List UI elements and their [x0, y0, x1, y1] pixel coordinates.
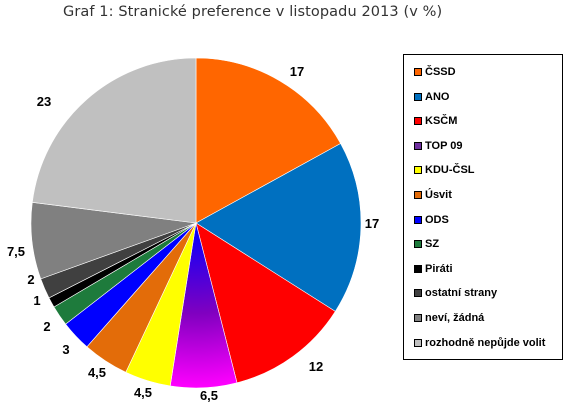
- legend-label: KSČM: [425, 115, 458, 128]
- data-label-kdu-csl: 4,5: [134, 385, 152, 400]
- legend-label: Úsvit: [425, 189, 452, 201]
- data-label-usvit: 4,5: [88, 365, 106, 380]
- legend-swatch: [414, 117, 422, 126]
- data-label-pirati: 1: [33, 293, 40, 308]
- legend-swatch: [414, 264, 422, 273]
- legend-swatch: [414, 92, 422, 101]
- legend-item-kscm: KSČM: [414, 113, 457, 129]
- legend-swatch: [414, 289, 422, 298]
- legend-swatch: [414, 68, 422, 76]
- legend-swatch: [414, 240, 422, 249]
- legend-label: ANO: [425, 90, 450, 103]
- legend-item-usvit: Úsvit: [414, 187, 452, 203]
- legend-label: KDU-ČSL: [425, 164, 475, 177]
- data-label-cssd: 17: [290, 64, 304, 79]
- legend-item-kdu-csl: KDU-ČSL: [414, 162, 475, 178]
- legend-item-nevi-zadna: neví, žádná: [414, 310, 484, 326]
- legend-label: ostatní strany: [425, 287, 498, 300]
- legend-label: ČSSD: [425, 66, 456, 78]
- pie-slice-cssd: [195, 57, 341, 224]
- legend-label: Piráti: [425, 262, 453, 275]
- data-label-ostatni-strany: 2: [27, 272, 34, 287]
- legend-swatch: [414, 141, 422, 150]
- pie-slice-ano: [195, 143, 362, 312]
- legend-item-pirati: Piráti: [414, 261, 453, 277]
- legend-item-sz: SZ: [414, 236, 439, 252]
- data-label-kscm: 12: [309, 359, 323, 374]
- legend-label: ODS: [425, 213, 449, 226]
- legend-label: rozhodně nepůjde volit: [425, 336, 546, 349]
- chart-title: Graf 1: Stranické preference v listopadu…: [63, 4, 443, 20]
- legend-item-rozhodne-nepujde-volit: rozhodně nepůjde volit: [414, 335, 545, 351]
- legend-item-ano: ANO: [414, 89, 449, 105]
- data-label-top-09: 6,5: [200, 388, 218, 403]
- pie-slice-rozhodne-nepujde-volit: [31, 57, 197, 224]
- legend-item-cssd: ČSSD: [414, 64, 456, 80]
- data-label-ano: 17: [365, 216, 379, 231]
- legend-item-top-09: TOP 09: [414, 138, 463, 154]
- legend-item-ostatni-strany: ostatní strany: [414, 285, 497, 301]
- legend-label: TOP 09: [425, 139, 463, 152]
- legend-swatch: [414, 166, 422, 175]
- data-label-rozhodne-nepujde-volit: 23: [37, 94, 51, 109]
- chart-legend: ČSSD ANO KSČM TOP 09 KDU-ČSL Úsvit ODS SZ Piráti…: [403, 54, 563, 360]
- pie-slice-kscm: [195, 222, 336, 384]
- legend-swatch: [414, 338, 422, 347]
- data-label-ods: 3: [62, 342, 69, 357]
- legend-item-ods: ODS: [414, 212, 449, 228]
- legend-swatch: [414, 191, 422, 199]
- legend-swatch: [414, 215, 422, 224]
- legend-label: neví, žádná: [425, 312, 485, 324]
- data-label-sz: 2: [43, 319, 50, 334]
- legend-label: SZ: [425, 238, 440, 251]
- legend-swatch: [414, 314, 422, 322]
- data-label-nevi-zadna: 7,5: [7, 244, 25, 259]
